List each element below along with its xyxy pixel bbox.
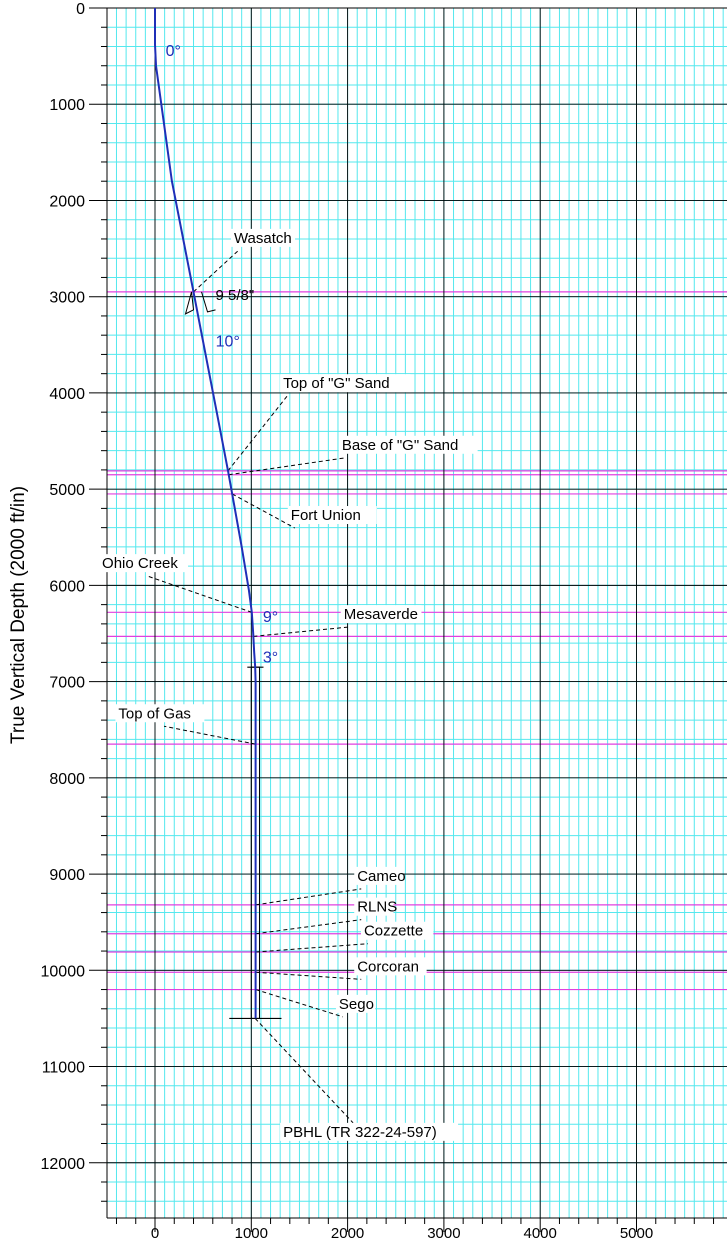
leader-line (255, 989, 344, 1018)
wellbore (154, 8, 282, 1020)
label-background (99, 554, 189, 573)
y-tick-label: 8000 (49, 771, 85, 788)
y-tick-label: 2000 (49, 193, 85, 210)
y-axis-label: True Vertical Depth (2000 ft/in) (8, 486, 29, 744)
leader-line (228, 457, 346, 476)
x-tick-label: 0 (151, 1225, 159, 1241)
y-tick-label: 0 (76, 1, 85, 18)
label-background (287, 506, 377, 525)
inclination-angle-label: 0° (166, 43, 181, 60)
casing-shoe-right (201, 291, 216, 313)
axes: 0 1000 2000 3000 4000 5000 6000 7000 8000 9000 100… (41, 1, 727, 1241)
y-tick-label: 11000 (42, 1060, 85, 1077)
y-tick-label: 6000 (49, 578, 85, 595)
label-background (354, 897, 394, 916)
formation-label: Cozzette (364, 923, 423, 940)
label-background (280, 1122, 459, 1141)
leader-line (231, 493, 296, 529)
casing-label: 9 5/8" (216, 287, 255, 304)
y-tick-label: 1000 (49, 97, 85, 114)
formation-label: Sego (339, 996, 374, 1013)
x-tick-label: 3000 (427, 1225, 460, 1241)
label-background (338, 435, 478, 454)
y-tick-label: 10000 (41, 963, 86, 980)
formation-label: Fort Union (291, 507, 361, 524)
formation-label: RLNS (357, 899, 397, 916)
leader-line (254, 1018, 354, 1124)
y-tick-label: 12000 (41, 1156, 86, 1173)
leader-line (147, 575, 252, 613)
label-background (115, 704, 205, 723)
label-background (230, 228, 296, 247)
leader-line (255, 919, 362, 935)
label-background (354, 866, 402, 885)
leader-line (255, 888, 362, 906)
pbhl-label: PBHL (TR 322-24-597) (283, 1124, 437, 1141)
inclination-angle-label: 3° (263, 649, 278, 666)
label-background (335, 994, 376, 1013)
y-tick-label: 4000 (49, 386, 85, 403)
y-tick-label: 5000 (49, 482, 85, 499)
formation-label: Base of "G" Sand (342, 437, 459, 454)
leader-line (253, 626, 348, 637)
label-background (360, 921, 434, 940)
formation-label: Top of "G" Sand (283, 375, 390, 392)
label-background (340, 605, 422, 624)
label-background (280, 374, 411, 393)
y-tick-label: 7000 (49, 675, 85, 692)
label-leader-lines (147, 250, 369, 1124)
leader-line (227, 395, 288, 472)
labels: 9 5/8" Wasatch Top of "G" Sand Base of "G" … (99, 43, 478, 1141)
x-tick-label: 4000 (524, 1225, 557, 1241)
y-tick-label: 3000 (49, 290, 85, 307)
leader-line (193, 250, 239, 293)
leader-line (255, 943, 369, 953)
inclination-angle-label: 9° (263, 609, 278, 626)
x-tick-label: 1000 (235, 1225, 268, 1241)
inclination-angle-label: 10° (216, 334, 240, 351)
leader-line (163, 725, 256, 745)
formation-label: Corcoran (357, 958, 419, 975)
x-tick-label: 2000 (331, 1225, 364, 1241)
casing-shoe-left (184, 291, 195, 315)
formation-label: Mesaverde (344, 606, 418, 623)
y-tick-label: 9000 (49, 867, 85, 884)
leader-line (255, 971, 362, 980)
formation-label: Ohio Creek (102, 555, 178, 572)
formation-label: Wasatch (234, 230, 292, 247)
x-tick-label: 5000 (620, 1225, 653, 1241)
well-path (154, 8, 257, 1019)
label-background (354, 957, 427, 976)
formation-lines (107, 291, 727, 991)
formation-label: Cameo (357, 868, 405, 885)
formation-label: Top of Gas (118, 705, 191, 722)
